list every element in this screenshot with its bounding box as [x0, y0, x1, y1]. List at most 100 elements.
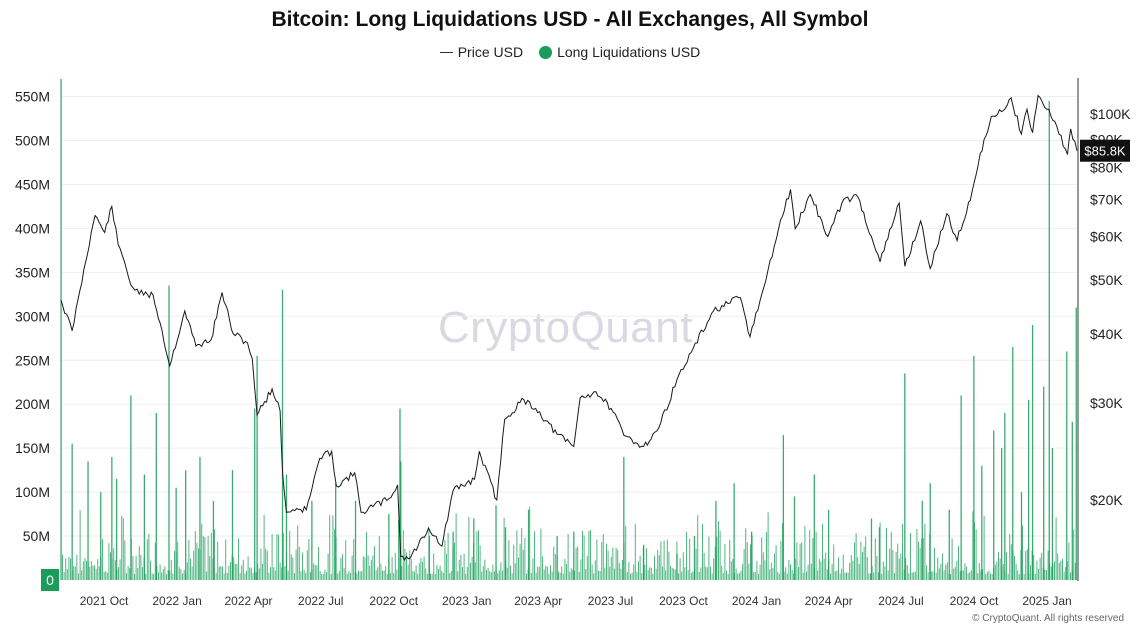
- liquidation-bar-minor: [855, 533, 857, 580]
- liquidation-bar-minor: [503, 517, 505, 580]
- liquidation-bar-minor: [663, 540, 665, 580]
- liquidation-bar-minor: [479, 545, 481, 580]
- liquidation-bar-minor: [812, 538, 814, 580]
- liquidation-bar-minor: [239, 573, 241, 580]
- liquidation-bar-minor: [892, 549, 894, 580]
- liquidation-bar-minor: [346, 573, 348, 580]
- liquidation-bar-minor: [434, 573, 436, 580]
- liquidation-bar-minor: [898, 558, 900, 580]
- liquidation-bar-minor: [774, 553, 775, 580]
- liquidation-bar-minor: [185, 572, 187, 580]
- liquidation-bar-minor: [484, 559, 486, 580]
- liquidation-bar-minor: [356, 573, 358, 580]
- liquidation-bar-minor: [319, 570, 321, 580]
- liquidation-bar-minor: [358, 570, 359, 580]
- copyright: © CryptoQuant. All rights reserved: [972, 613, 1124, 624]
- liquidation-bar-minor: [951, 538, 953, 580]
- liquidation-bar-minor: [844, 572, 846, 580]
- liquidation-bar-minor: [924, 523, 926, 580]
- liquidation-bar-minor: [238, 538, 239, 580]
- liquidation-bar-minor: [860, 541, 862, 580]
- liquidation-bar-minor: [103, 571, 105, 580]
- liquidation-bar-minor: [817, 570, 819, 580]
- liquidation-bar: [1031, 325, 1034, 580]
- liquidation-bar: [960, 395, 962, 580]
- liquidation-bar-minor: [548, 573, 550, 580]
- liquidation-bar-minor: [841, 568, 843, 580]
- liquidation-bar-minor: [146, 539, 148, 580]
- liquidation-bar-minor: [114, 560, 116, 580]
- liquidation-bar-minor: [502, 570, 503, 580]
- liquidation-bar-minor: [274, 570, 276, 580]
- liquidation-bar-minor: [82, 561, 84, 580]
- liquidation-bar-minor: [266, 550, 268, 580]
- liquidation-bar-minor: [426, 573, 428, 580]
- y-tick-label-left: 500M: [15, 133, 50, 149]
- legend-item-liquidations[interactable]: Long Liquidations USD: [539, 44, 700, 60]
- liquidation-bar: [175, 487, 177, 580]
- liquidation-bar-minor: [666, 539, 668, 580]
- y-tick-label-left: 250M: [15, 352, 50, 368]
- liquidation-bar: [1066, 351, 1068, 580]
- liquidation-bar: [904, 373, 906, 580]
- liquidation-bar-minor: [129, 568, 131, 580]
- liquidation-bar-minor: [490, 572, 492, 580]
- liquidation-bar-minor: [423, 556, 425, 580]
- liquidation-bar-minor: [282, 532, 284, 580]
- liquidation-bar-minor: [801, 542, 803, 580]
- liquidation-bar-minor: [986, 571, 988, 580]
- liquidation-bar-minor: [1007, 573, 1009, 580]
- liquidation-bar-minor: [318, 546, 319, 580]
- liquidation-bar-minor: [233, 557, 235, 580]
- liquidation-bar-minor: [710, 566, 711, 580]
- liquidation-bar-minor: [167, 570, 169, 580]
- liquidation-bar-minor: [306, 550, 308, 580]
- y-tick-label-right: $50K: [1090, 272, 1123, 288]
- liquidation-bar-minor: [537, 566, 539, 580]
- liquidation-bar-minor: [486, 570, 487, 580]
- liquidation-bar-minor: [862, 552, 863, 580]
- liquidation-bar-minor: [970, 570, 972, 580]
- x-tick-label: 2023 Apr: [514, 594, 562, 608]
- liquidation-bar-minor: [1063, 571, 1065, 580]
- liquidation-bar-minor: [1039, 557, 1041, 580]
- liquidation-bar-minor: [1066, 561, 1068, 580]
- liquidation-bar-minor: [903, 569, 905, 580]
- liquidation-bar-minor: [348, 571, 350, 580]
- liquidation-bar-minor: [596, 539, 598, 580]
- y-tick-label-left: 550M: [15, 89, 50, 105]
- liquidation-bar: [335, 483, 337, 580]
- liquidation-bar: [168, 285, 170, 580]
- liquidation-bar-minor: [599, 571, 601, 580]
- liquidation-bar-minor: [1002, 563, 1004, 580]
- liquidation-bar-minor: [327, 553, 329, 580]
- liquidation-bar-minor: [882, 561, 884, 580]
- liquidation-bar-minor: [673, 568, 675, 580]
- liquidation-bar-minor: [79, 510, 81, 580]
- liquidation-bar-minor: [214, 529, 215, 580]
- liquidation-bar-minor: [337, 573, 339, 580]
- liquidation-bar-minor: [751, 535, 753, 580]
- liquidation-bar: [1004, 412, 1006, 580]
- liquidation-bar-minor: [279, 562, 281, 580]
- liquidation-bar-minor: [207, 536, 209, 580]
- liquidation-bar-minor: [1070, 572, 1071, 580]
- liquidation-bar-minor: [866, 556, 868, 580]
- liquidation-bar-minor: [958, 545, 959, 580]
- liquidation-bar-minor: [546, 566, 548, 580]
- liquidation-bar-minor: [462, 567, 463, 580]
- liquidation-bar-minor: [1022, 525, 1023, 580]
- liquidation-bar-minor: [94, 565, 95, 580]
- liquidation-bar-minor: [375, 570, 377, 580]
- liquidation-bar-minor: [457, 571, 459, 580]
- liquidation-bar-minor: [542, 556, 543, 580]
- liquidation-bar-minor: [476, 531, 478, 580]
- liquidation-bar-minor: [730, 561, 732, 580]
- liquidation-bar-minor: [956, 560, 958, 580]
- legend-item-price[interactable]: Price USD: [439, 44, 523, 60]
- liquidation-bar-minor: [199, 549, 201, 580]
- liquidation-bar-minor: [650, 567, 652, 580]
- liquidation-bar-minor: [686, 531, 687, 580]
- liquidation-bar-minor: [431, 573, 433, 580]
- liquidation-bar-minor: [530, 572, 532, 580]
